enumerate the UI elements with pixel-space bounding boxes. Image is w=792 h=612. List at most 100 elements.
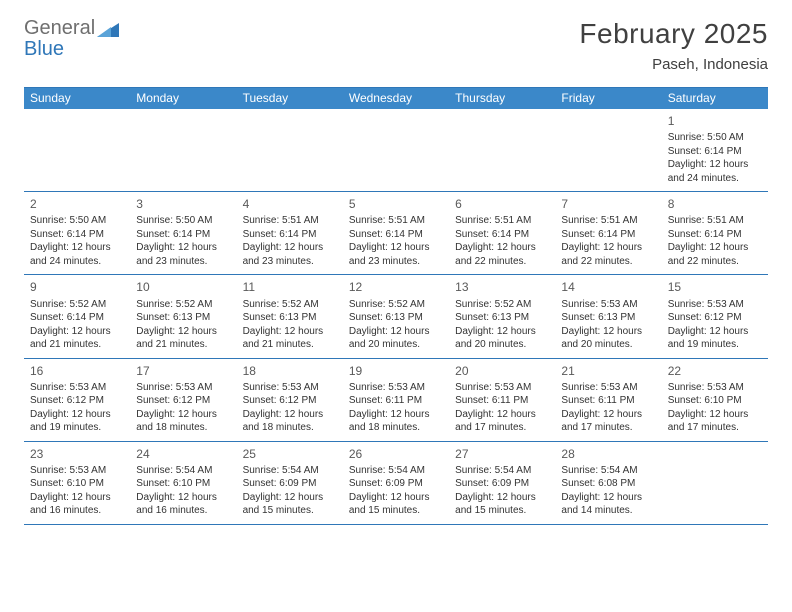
day1-text: Daylight: 12 hours [561,241,655,255]
day2-text: and 18 minutes. [136,421,230,435]
day1-text: Daylight: 12 hours [243,325,337,339]
day2-text: and 21 minutes. [136,338,230,352]
day1-text: Daylight: 12 hours [349,491,443,505]
day1-text: Daylight: 12 hours [136,241,230,255]
day-number: 19 [349,363,443,379]
day1-text: Daylight: 12 hours [30,241,124,255]
calendar-week-row: 1Sunrise: 5:50 AMSunset: 6:14 PMDaylight… [24,109,768,192]
sunrise-text: Sunrise: 5:52 AM [243,298,337,312]
sunset-text: Sunset: 6:14 PM [243,228,337,242]
weekday-header-row: Sunday Monday Tuesday Wednesday Thursday… [24,88,768,109]
day1-text: Daylight: 12 hours [243,241,337,255]
day2-text: and 21 minutes. [243,338,337,352]
calendar-day-cell: 19Sunrise: 5:53 AMSunset: 6:11 PMDayligh… [343,359,449,441]
calendar-day-cell: 6Sunrise: 5:51 AMSunset: 6:14 PMDaylight… [449,192,555,274]
sunset-text: Sunset: 6:14 PM [668,228,762,242]
sunset-text: Sunset: 6:09 PM [349,477,443,491]
sunrise-text: Sunrise: 5:52 AM [30,298,124,312]
sunrise-text: Sunrise: 5:54 AM [561,464,655,478]
weeks-container: 1Sunrise: 5:50 AMSunset: 6:14 PMDaylight… [24,109,768,525]
title-block: February 2025 Paseh, Indonesia [579,18,768,73]
sunrise-text: Sunrise: 5:54 AM [349,464,443,478]
day1-text: Daylight: 12 hours [30,491,124,505]
sunset-text: Sunset: 6:09 PM [455,477,549,491]
day1-text: Daylight: 12 hours [136,325,230,339]
sunrise-text: Sunrise: 5:53 AM [561,298,655,312]
sunset-text: Sunset: 6:08 PM [561,477,655,491]
day1-text: Daylight: 12 hours [561,325,655,339]
day1-text: Daylight: 12 hours [349,325,443,339]
day2-text: and 16 minutes. [136,504,230,518]
calendar-day-cell: 27Sunrise: 5:54 AMSunset: 6:09 PMDayligh… [449,442,555,524]
calendar-week-row: 23Sunrise: 5:53 AMSunset: 6:10 PMDayligh… [24,442,768,525]
calendar-day-cell: 2Sunrise: 5:50 AMSunset: 6:14 PMDaylight… [24,192,130,274]
sunset-text: Sunset: 6:11 PM [455,394,549,408]
calendar-day-cell: 18 Sunrise: 5:53 AMSunset: 6:12 PMDayligh… [237,359,343,441]
brand-line2: Blue [24,38,64,60]
day1-text: Daylight: 12 hours [136,491,230,505]
sunrise-text: Sunrise: 5:51 AM [561,214,655,228]
sunset-text: Sunset: 6:13 PM [243,311,337,325]
day-number: 3 [136,196,230,212]
day2-text: and 18 minutes. [243,421,337,435]
calendar-day-cell: 28Sunrise: 5:54 AMSunset: 6:08 PMDayligh… [555,442,661,524]
calendar-empty-cell [237,109,343,191]
calendar-day-cell: 8Sunrise: 5:51 AMSunset: 6:14 PMDaylight… [662,192,768,274]
sunrise-text: Sunrise: 5:53 AM [243,381,337,395]
day2-text: and 24 minutes. [668,172,762,186]
sunrise-text: Sunrise: 5:54 AM [455,464,549,478]
sunset-text: Sunset: 6:09 PM [243,477,337,491]
sunrise-text: Sunrise: 5:51 AM [668,214,762,228]
brand-logo: General Blue [24,18,119,60]
day-number: 26 [349,446,443,462]
calendar-empty-cell [662,442,768,524]
calendar-day-cell: 10Sunrise: 5:52 AMSunset: 6:13 PMDayligh… [130,275,236,357]
calendar-day-cell: 20Sunrise: 5:53 AMSunset: 6:11 PMDayligh… [449,359,555,441]
sunset-text: Sunset: 6:13 PM [136,311,230,325]
sunset-text: Sunset: 6:14 PM [455,228,549,242]
sunrise-text: Sunrise: 5:53 AM [455,381,549,395]
sunrise-text: Sunrise: 5:53 AM [668,298,762,312]
day1-text: Daylight: 12 hours [561,408,655,422]
sunset-text: Sunset: 6:12 PM [243,394,337,408]
brand-triangle-icon [97,21,119,41]
day-number: 17 [136,363,230,379]
day2-text: and 17 minutes. [455,421,549,435]
day2-text: and 19 minutes. [30,421,124,435]
calendar-empty-cell [555,109,661,191]
calendar-day-cell: 17Sunrise: 5:53 AMSunset: 6:12 PMDayligh… [130,359,236,441]
day-number: 6 [455,196,549,212]
calendar-day-cell: 16Sunrise: 5:53 AMSunset: 6:12 PMDayligh… [24,359,130,441]
weekday-header: Saturday [662,88,768,109]
day1-text: Daylight: 12 hours [136,408,230,422]
day-number: 27 [455,446,549,462]
day-number: 15 [668,279,762,295]
day1-text: Daylight: 12 hours [30,408,124,422]
calendar-day-cell: 15Sunrise: 5:53 AMSunset: 6:12 PMDayligh… [662,275,768,357]
day1-text: Daylight: 12 hours [349,241,443,255]
sunrise-text: Sunrise: 5:54 AM [243,464,337,478]
day2-text: and 16 minutes. [30,504,124,518]
calendar-day-cell: 11Sunrise: 5:52 AMSunset: 6:13 PMDayligh… [237,275,343,357]
day2-text: and 19 minutes. [668,338,762,352]
day1-text: Daylight: 12 hours [243,408,337,422]
day-number: 14 [561,279,655,295]
day2-text: and 15 minutes. [455,504,549,518]
calendar-day-cell: 21Sunrise: 5:53 AMSunset: 6:11 PMDayligh… [555,359,661,441]
calendar-empty-cell [343,109,449,191]
sunset-text: Sunset: 6:11 PM [349,394,443,408]
day2-text: and 22 minutes. [668,255,762,269]
day-number: 2 [30,196,124,212]
day1-text: Daylight: 12 hours [455,408,549,422]
sunset-text: Sunset: 6:13 PM [561,311,655,325]
sunrise-text: Sunrise: 5:51 AM [349,214,443,228]
day2-text: and 17 minutes. [561,421,655,435]
day-number: 18 [243,363,337,379]
day-number: 8 [668,196,762,212]
sunrise-text: Sunrise: 5:52 AM [455,298,549,312]
sunrise-text: Sunrise: 5:52 AM [136,298,230,312]
calendar-empty-cell [449,109,555,191]
day1-text: Daylight: 12 hours [30,325,124,339]
sunset-text: Sunset: 6:14 PM [668,145,762,159]
sunset-text: Sunset: 6:14 PM [30,228,124,242]
